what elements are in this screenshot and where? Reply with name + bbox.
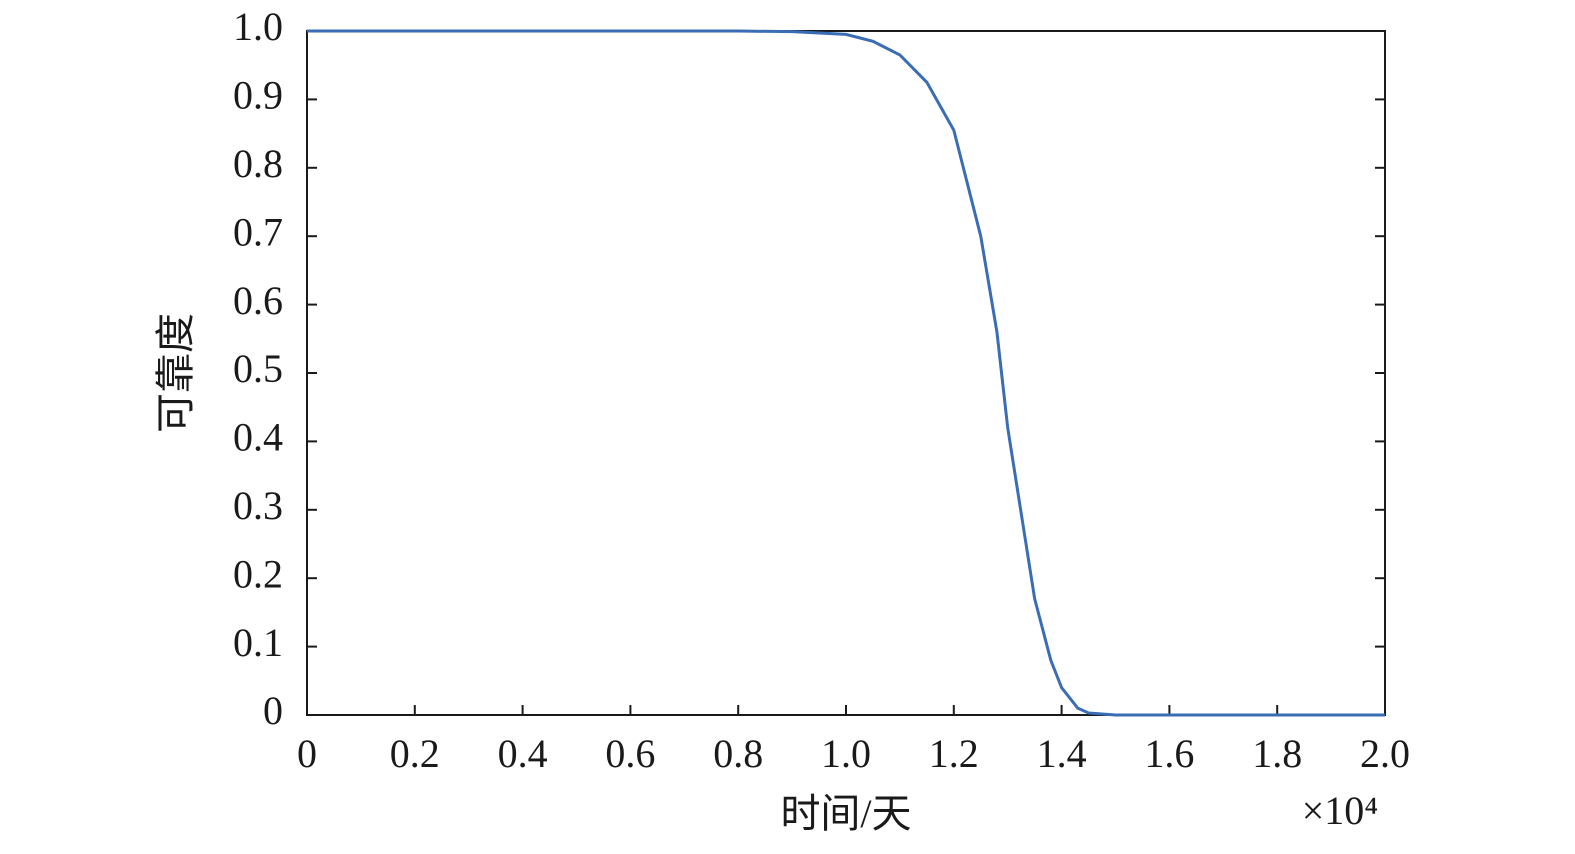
x-tick-label: 0.6: [605, 731, 655, 776]
x-tick-label: 0.2: [390, 731, 440, 776]
y-tick-label: 0.7: [233, 209, 283, 254]
y-axis-label: 可靠度: [153, 313, 198, 433]
y-tick-label: 0.6: [233, 278, 283, 323]
y-tick-label: 0.8: [233, 141, 283, 186]
x-tick-label: 1.4: [1037, 731, 1087, 776]
x-tick-label: 0: [297, 731, 317, 776]
x-tick-label: 1.6: [1144, 731, 1194, 776]
x-axis-label: 时间/天: [780, 791, 911, 836]
y-tick-label: 1.0: [233, 4, 283, 49]
y-tick-label: 0.5: [233, 346, 283, 391]
x-tick-label: 0.4: [498, 731, 548, 776]
x-tick-label: 0.8: [713, 731, 763, 776]
x-tick-label: 1.0: [821, 731, 871, 776]
y-tick-label: 0.3: [233, 483, 283, 528]
y-tick-label: 0.9: [233, 73, 283, 118]
y-tick-label: 0.2: [233, 551, 283, 596]
plot-frame: [306, 30, 1386, 716]
y-tick-label: 0.4: [233, 415, 283, 460]
x-tick-label: 2.0: [1360, 731, 1410, 776]
y-tick-label: 0.1: [233, 620, 283, 665]
x-tick-label: 1.2: [929, 731, 979, 776]
y-tick-label: 0: [263, 688, 283, 733]
x-scale-label: ×10⁴: [1302, 788, 1379, 833]
line-series: [307, 29, 1385, 717]
x-tick-label: 1.8: [1252, 731, 1302, 776]
